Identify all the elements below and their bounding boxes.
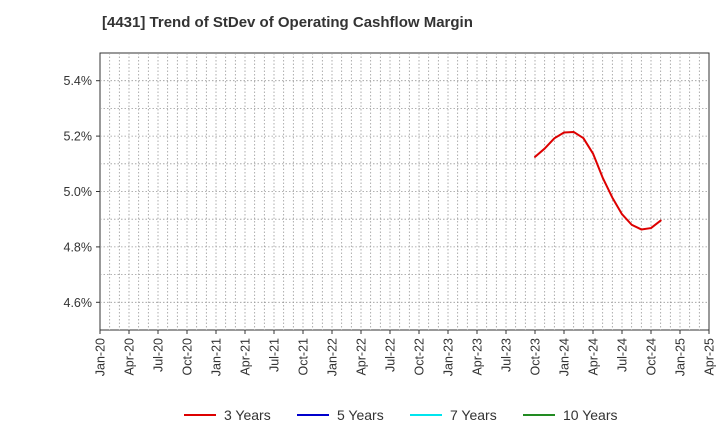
x-tick-label: Oct-22 <box>413 338 427 376</box>
legend-label-3-years: 3 Years <box>224 407 271 423</box>
legend-label-5-years: 5 Years <box>337 407 384 423</box>
y-tick-label: 5.4% <box>64 74 93 88</box>
x-gridlines <box>109 53 700 330</box>
x-tick-label: Oct-23 <box>529 338 543 376</box>
x-tick-label: Jul-22 <box>384 338 398 372</box>
x-tick-label: Apr-22 <box>355 338 369 376</box>
x-tick-label: Jan-22 <box>326 338 340 376</box>
x-tick-label: Oct-24 <box>645 338 659 376</box>
x-tick-label: Jan-25 <box>674 338 688 376</box>
x-tick-label: Jan-23 <box>442 338 456 376</box>
x-tick-label: Jan-21 <box>210 338 224 376</box>
legend-item-10-years: 10 Years <box>523 405 618 425</box>
x-tick-label: Jul-21 <box>268 338 282 372</box>
x-tick-label: Jan-24 <box>558 338 572 376</box>
x-tick-label: Apr-21 <box>239 338 253 376</box>
x-tick-label: Apr-20 <box>123 338 137 376</box>
y-tick-label: 5.2% <box>64 130 93 144</box>
y-tick-label: 5.0% <box>64 185 93 199</box>
series-line-3-years <box>534 130 662 231</box>
x-tick-label: Jan-20 <box>94 338 108 376</box>
x-tick-label: Jul-24 <box>616 338 630 372</box>
x-tick-label: Jul-20 <box>152 338 166 372</box>
legend-item-7-years: 7 Years <box>410 405 497 425</box>
legend-swatch-3-years <box>184 414 216 416</box>
legend-swatch-5-years <box>297 414 329 416</box>
y-tick-label: 4.6% <box>64 296 93 310</box>
series-lines <box>534 130 662 231</box>
y-axis-tick-labels: 4.6% 4.8% 5.0% 5.2% 5.4% <box>64 74 100 310</box>
legend-item-3-years: 3 Years <box>184 405 271 425</box>
chart-title: [4431] Trend of StDev of Operating Cashf… <box>102 14 473 31</box>
legend-swatch-7-years <box>410 414 442 416</box>
x-tick-label: Apr-23 <box>471 338 485 376</box>
x-tick-label: Oct-21 <box>297 338 311 376</box>
x-tick-label: Apr-24 <box>587 338 601 376</box>
legend-swatch-10-years <box>523 414 555 416</box>
legend-label-7-years: 7 Years <box>450 407 497 423</box>
legend-item-5-years: 5 Years <box>297 405 384 425</box>
x-axis-tick-labels: Jan-20 Apr-20 Jul-20 Oct-20 Jan-21 Apr-21 Jul-… <box>94 330 717 376</box>
x-tick-label: Apr-25 <box>703 338 717 376</box>
x-tick-label: Jul-23 <box>500 338 514 372</box>
y-tick-label: 4.8% <box>64 240 93 254</box>
legend-label-10-years: 10 Years <box>563 407 618 423</box>
legend: 3 Years 5 Years 7 Years 10 Years <box>0 405 720 425</box>
x-tick-label: Oct-20 <box>181 338 195 376</box>
y-gridlines <box>100 80 709 303</box>
